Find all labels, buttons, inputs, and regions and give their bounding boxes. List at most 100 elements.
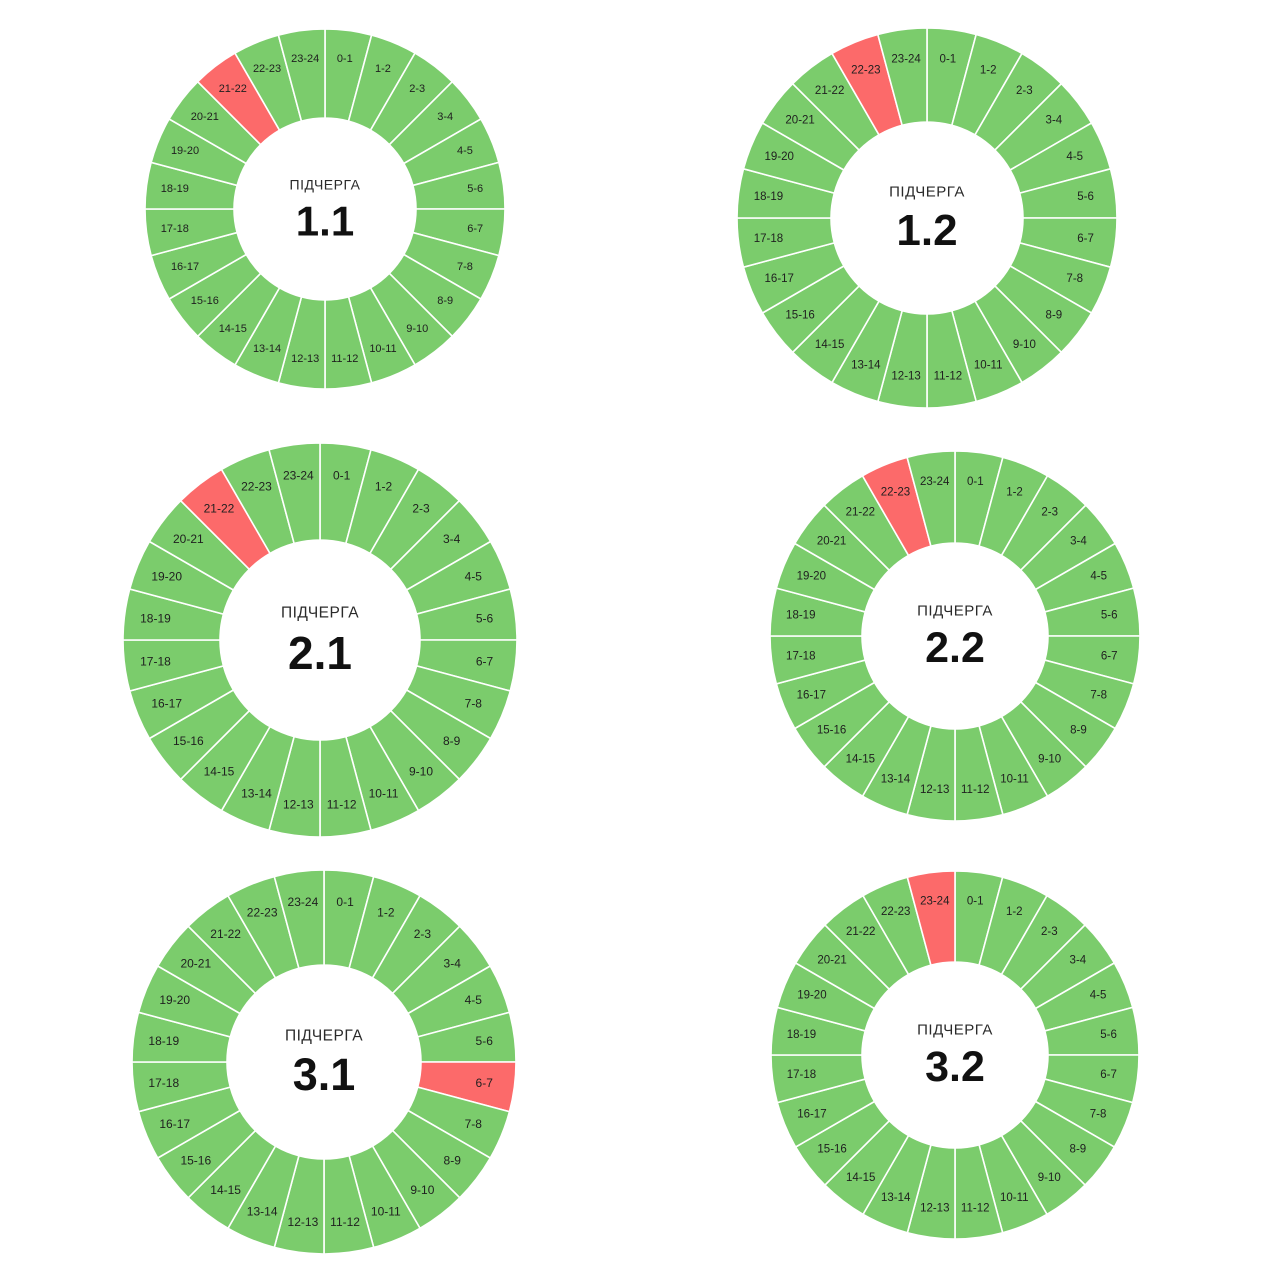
hour-label: 11-12 [331, 353, 358, 365]
schedule-wheel-2-1: 0-1 1-2 2-3 3-4 4-5 5-6 6-7 7-8 8-9 9-10 10-11 11-1… [122, 442, 518, 838]
hour-label: 2-3 [409, 83, 425, 95]
hour-label: 16-17 [765, 273, 794, 285]
hour-label: 14-15 [846, 1172, 875, 1184]
hour-label: 0-1 [967, 895, 984, 907]
hour-label: 0-1 [967, 476, 984, 488]
hour-label: 17-18 [148, 1076, 179, 1090]
hour-label: 11-12 [934, 371, 963, 383]
hour-label: 8-9 [443, 734, 461, 748]
hour-label: 17-18 [786, 650, 815, 662]
hour-label: 4-5 [1066, 151, 1083, 163]
hour-label: 10-11 [1000, 774, 1029, 786]
hour-label: 20-21 [817, 955, 846, 967]
hour-label: 0-1 [333, 468, 351, 482]
hour-label: 22-23 [247, 906, 278, 920]
hour-label: 10-11 [1000, 1192, 1029, 1204]
hour-label: 15-16 [173, 734, 204, 748]
hour-label: 2-3 [1041, 507, 1058, 519]
hour-label: 9-10 [409, 765, 433, 779]
hour-label: 23-24 [891, 53, 921, 65]
hour-label: 2-3 [1041, 926, 1058, 938]
hour-label: 19-20 [797, 990, 826, 1002]
hour-label: 12-13 [920, 784, 949, 796]
hour-label: 16-17 [151, 697, 182, 711]
hour-label: 23-24 [920, 895, 950, 907]
hour-label: 3-4 [1070, 955, 1087, 967]
hour-label: 5-6 [467, 183, 483, 195]
hour-label: 21-22 [846, 926, 875, 938]
queue-caption: ПІДЧЕРГА [917, 602, 993, 619]
hour-label: 9-10 [1013, 339, 1036, 351]
hour-label: 21-22 [219, 83, 247, 95]
hour-label: 7-8 [1090, 1108, 1107, 1120]
hour-label: 0-1 [337, 53, 353, 65]
hour-label: 12-13 [283, 798, 314, 812]
hour-label: 13-14 [881, 774, 911, 786]
hour-label: 2-3 [414, 927, 432, 941]
hour-label: 23-24 [283, 468, 314, 482]
hour-label: 18-19 [786, 610, 815, 622]
hour-label: 4-5 [457, 145, 473, 157]
hour-label: 18-19 [148, 1034, 179, 1048]
hour-label: 7-8 [465, 697, 483, 711]
hour-label: 19-20 [765, 151, 794, 163]
hour-label: 9-10 [410, 1183, 434, 1197]
hour-label: 22-23 [241, 480, 272, 494]
hour-label: 16-17 [797, 1108, 826, 1120]
hour-label: 4-5 [1090, 570, 1107, 582]
hour-label: 17-18 [161, 223, 189, 235]
hour-label: 17-18 [140, 655, 171, 669]
hour-label: 3-4 [443, 532, 461, 546]
hour-label: 16-17 [159, 1117, 190, 1131]
hour-label: 13-14 [851, 360, 881, 372]
hour-label: 1-2 [980, 64, 997, 76]
hour-label: 15-16 [817, 725, 846, 737]
hour-label: 11-12 [327, 798, 357, 812]
hour-label: 10-11 [369, 786, 399, 800]
hour-label: 18-19 [787, 1029, 816, 1041]
queue-caption: ПІДЧЕРГА [285, 1027, 363, 1044]
hour-label: 18-19 [140, 611, 171, 625]
hour-label: 15-16 [180, 1153, 211, 1167]
hour-label: 18-19 [754, 191, 783, 203]
hour-label: 6-7 [1077, 233, 1094, 245]
hour-label: 6-7 [1101, 650, 1118, 662]
queue-number: 2.2 [925, 624, 985, 672]
hour-label: 0-1 [336, 895, 354, 909]
hour-label: 11-12 [330, 1215, 360, 1229]
hour-label: 6-7 [476, 655, 494, 669]
hour-label: 5-6 [1077, 191, 1094, 203]
queue-caption: ПІДЧЕРГА [917, 1021, 993, 1038]
hour-label: 21-22 [210, 927, 241, 941]
hour-label: 20-21 [180, 957, 211, 971]
hour-label: 5-6 [1100, 1029, 1117, 1041]
hour-label: 1-2 [1006, 486, 1023, 498]
hour-label: 14-15 [846, 753, 875, 765]
hour-label: 10-11 [371, 1204, 401, 1218]
queue-caption: ПІДЧЕРГА [281, 605, 359, 622]
queue-caption: ПІДЧЕРГА [889, 184, 965, 201]
hour-label: 8-9 [1070, 1143, 1087, 1155]
hour-label: 1-2 [377, 906, 395, 920]
hour-label: 19-20 [159, 993, 190, 1007]
hour-label: 23-24 [291, 53, 319, 65]
hour-label: 17-18 [787, 1069, 816, 1081]
hour-label: 20-21 [191, 111, 219, 123]
hour-segment-23-24 [876, 27, 928, 127]
queue-number: 1.2 [896, 206, 957, 255]
hour-label: 3-4 [1070, 535, 1087, 547]
hour-segment-23-24 [906, 450, 956, 548]
hour-label: 20-21 [817, 535, 846, 547]
hour-label: 5-6 [476, 1034, 494, 1048]
hour-label: 17-18 [754, 233, 783, 245]
hour-label: 5-6 [1101, 610, 1118, 622]
hour-label: 4-5 [465, 569, 483, 583]
hour-label: 14-15 [815, 339, 844, 351]
hour-label: 2-3 [1016, 85, 1033, 97]
hour-label: 9-10 [1038, 1172, 1061, 1184]
schedule-wheel-1-2: 0-1 1-2 2-3 3-4 4-5 5-6 6-7 7-8 8-9 9-10 10-11 11-1… [736, 27, 1118, 409]
schedule-wheel-1-1: 0-1 1-2 2-3 3-4 4-5 5-6 6-7 7-8 8-9 9-10 10-11 11-1… [144, 28, 506, 390]
hour-label: 1-2 [375, 63, 391, 75]
hour-label: 14-15 [210, 1183, 241, 1197]
